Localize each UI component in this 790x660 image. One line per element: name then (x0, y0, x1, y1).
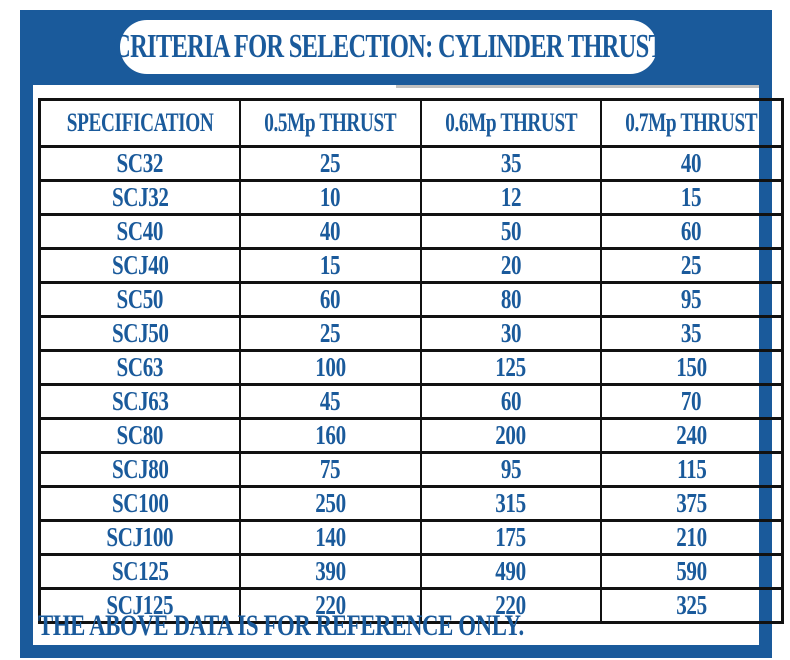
footer-note: THE ABOVE DATA IS FOR REFERENCE ONLY. (38, 609, 524, 642)
thrust-cell: 60 (239, 281, 422, 318)
header-row: SPECIFICATION 0.5Mp THRUST 0.6Mp THRUST … (38, 98, 784, 148)
thrust-cell: 250 (239, 485, 422, 522)
thrust-cell: 40 (239, 213, 422, 250)
thrust-cell: 15 (600, 179, 784, 216)
thrust-cell: 160 (239, 417, 422, 454)
content-area: SPECIFICATION 0.5Mp THRUST 0.6Mp THRUST … (33, 85, 784, 645)
thrust-cell: 220 (419, 587, 603, 624)
thrust-cell: 25 (600, 247, 784, 284)
table-row: SC50 60 80 95 (38, 281, 784, 318)
thrust-cell: 390 (239, 553, 422, 590)
thrust-cell: 315 (419, 485, 603, 522)
thrust-cell: 15 (239, 247, 422, 284)
thrust-cell: 100 (239, 349, 422, 386)
table-row: SC32 25 35 40 (38, 145, 784, 182)
thrust-cell: 490 (419, 553, 603, 590)
thrust-cell: 40 (600, 145, 784, 182)
spec-cell: SCJ50 (38, 315, 242, 352)
thrust-cell: 325 (600, 587, 784, 624)
spec-cell: SC32 (38, 145, 242, 182)
thrust-cell: 35 (419, 145, 603, 182)
table-row: SC125 390 490 590 (38, 553, 784, 590)
col-header-06mp-thrust: 0.6Mp THRUST (419, 98, 603, 148)
title-banner: CRITERIA FOR SELECTION: CYLINDER THRUST (113, 20, 665, 74)
spec-cell: SC125 (38, 553, 242, 590)
blue-panel: CRITERIA FOR SELECTION: CYLINDER THRUST … (20, 10, 784, 658)
thrust-cell: 50 (419, 213, 603, 250)
table-row: SCJ80 75 95 115 (38, 451, 784, 488)
thrust-cell: 240 (600, 417, 784, 454)
spec-cell: SC63 (38, 349, 242, 386)
table-row: SCJ63 45 60 70 (38, 383, 784, 420)
col-header-05mp-thrust: 0.5Mp THRUST (239, 98, 422, 148)
table-row: SC100 250 315 375 (38, 485, 784, 522)
thrust-cell: 200 (419, 417, 603, 454)
thrust-cell: 590 (600, 553, 784, 590)
thrust-cell: 95 (600, 281, 784, 318)
thrust-cell: 80 (419, 281, 603, 318)
spec-cell: SC100 (38, 485, 242, 522)
thrust-cell: 175 (419, 519, 603, 556)
table-row: SCJ100 140 175 210 (38, 519, 784, 556)
spec-cell: SC50 (38, 281, 242, 318)
thrust-cell: 25 (239, 315, 422, 352)
thrust-cell: 75 (239, 451, 422, 488)
thrust-cell: 220 (239, 587, 422, 624)
thrust-cell: 95 (419, 451, 603, 488)
table-header: SPECIFICATION 0.5Mp THRUST 0.6Mp THRUST … (38, 98, 784, 148)
thrust-cell: 25 (239, 145, 422, 182)
thrust-cell: 115 (600, 451, 784, 488)
table-row: SCJ32 10 12 15 (38, 179, 784, 216)
thrust-table: SPECIFICATION 0.5Mp THRUST 0.6Mp THRUST … (38, 98, 784, 624)
thrust-cell: 375 (600, 485, 784, 522)
spec-cell: SCJ100 (38, 519, 242, 556)
table-row: SCJ40 15 20 25 (38, 247, 784, 284)
thrust-cell: 60 (600, 213, 784, 250)
thrust-cell: 60 (419, 383, 603, 420)
thrust-cell: 140 (239, 519, 422, 556)
thrust-cell: 20 (419, 247, 603, 284)
thrust-cell: 35 (600, 315, 784, 352)
table-row: SC80 160 200 240 (38, 417, 784, 454)
spec-cell: SC80 (38, 417, 242, 454)
table-row: SCJ125 220 220 325 (38, 587, 784, 624)
table-row: SC40 40 50 60 (38, 213, 784, 250)
thrust-cell: 150 (600, 349, 784, 386)
spec-cell: SCJ125 (38, 587, 242, 624)
thrust-cell: 70 (600, 383, 784, 420)
spec-cell: SC40 (38, 213, 242, 250)
spec-cell: SCJ80 (38, 451, 242, 488)
col-header-07mp-thrust: 0.7Mp THRUST (600, 98, 784, 148)
spec-cell: SCJ63 (38, 383, 242, 420)
thrust-cell: 125 (419, 349, 603, 386)
thrust-cell: 10 (239, 179, 422, 216)
thrust-cell: 12 (419, 179, 603, 216)
table-body: SC32 25 35 40 SCJ32 10 12 15 SC40 40 (38, 145, 784, 624)
spec-cell: SCJ40 (38, 247, 242, 284)
col-header-specification: SPECIFICATION (38, 98, 242, 148)
page-title: CRITERIA FOR SELECTION: CYLINDER THRUST (113, 28, 665, 65)
table-row: SC63 100 125 150 (38, 349, 784, 386)
table-row: SCJ50 25 30 35 (38, 315, 784, 352)
spec-cell: SCJ32 (38, 179, 242, 216)
thrust-cell: 210 (600, 519, 784, 556)
thrust-cell: 30 (419, 315, 603, 352)
thrust-cell: 45 (239, 383, 422, 420)
